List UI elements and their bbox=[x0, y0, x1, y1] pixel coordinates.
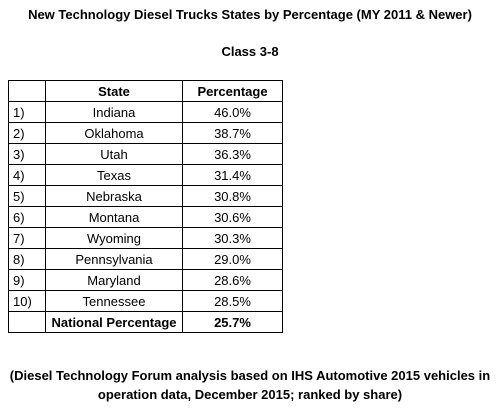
table-row: 10) Tennessee 28.5% bbox=[8, 290, 283, 312]
rank-cell: 2) bbox=[8, 122, 46, 144]
rank-cell bbox=[8, 311, 46, 333]
rank-cell: 3) bbox=[8, 143, 46, 165]
footnote-line: (Diesel Technology Forum analysis based … bbox=[9, 368, 491, 383]
rank-cell: 4) bbox=[8, 164, 46, 186]
percentage-cell: 31.4% bbox=[182, 164, 283, 186]
percentage-cell: 30.8% bbox=[182, 185, 283, 207]
state-cell: Utah bbox=[45, 143, 183, 165]
table-row: 7) Wyoming 30.3% bbox=[8, 227, 283, 249]
state-cell: Wyoming bbox=[45, 227, 183, 249]
national-label: National Percentage bbox=[45, 311, 183, 333]
national-percentage: 25.7% bbox=[182, 311, 283, 333]
state-cell: Oklahoma bbox=[45, 122, 183, 144]
percentage-cell: 46.0% bbox=[182, 101, 283, 123]
state-cell: Pennsylvania bbox=[45, 248, 183, 270]
percentage-cell: 30.6% bbox=[182, 206, 283, 228]
table-row: 5) Nebraska 30.8% bbox=[8, 185, 283, 207]
state-cell: Texas bbox=[45, 164, 183, 186]
percentage-cell: 38.7% bbox=[182, 122, 283, 144]
rank-cell: 7) bbox=[8, 227, 46, 249]
header-state: State bbox=[45, 80, 183, 102]
rank-cell: 8) bbox=[8, 248, 46, 270]
page-subtitle: Class 3-8 bbox=[221, 44, 279, 59]
state-cell: Montana bbox=[45, 206, 183, 228]
state-cell: Nebraska bbox=[45, 185, 183, 207]
table-row: 4) Texas 31.4% bbox=[8, 164, 283, 186]
percentage-cell: 28.6% bbox=[182, 269, 283, 291]
state-cell: Indiana bbox=[45, 101, 183, 123]
header-percentage: Percentage bbox=[182, 80, 283, 102]
source-footnote: (Diesel Technology Forum analysis based … bbox=[0, 366, 500, 404]
rank-cell: 10) bbox=[8, 290, 46, 312]
page-title: New Technology Diesel Trucks States by P… bbox=[28, 7, 472, 22]
footnote-line: operation data, December 2015; ranked by… bbox=[97, 387, 403, 402]
rank-cell: 9) bbox=[8, 269, 46, 291]
header-rank bbox=[8, 80, 46, 102]
table-row: 9) Maryland 28.6% bbox=[8, 269, 283, 291]
state-cell: Maryland bbox=[45, 269, 183, 291]
state-percentage-table: State Percentage 1) Indiana 46.0% 2) Okl… bbox=[8, 80, 283, 333]
percentage-cell: 28.5% bbox=[182, 290, 283, 312]
table-row: 6) Montana 30.6% bbox=[8, 206, 283, 228]
table-header-row: State Percentage bbox=[8, 80, 283, 102]
table-row: 2) Oklahoma 38.7% bbox=[8, 122, 283, 144]
table-row: 8) Pennsylvania 29.0% bbox=[8, 248, 283, 270]
rank-cell: 5) bbox=[8, 185, 46, 207]
rank-cell: 6) bbox=[8, 206, 46, 228]
percentage-cell: 29.0% bbox=[182, 248, 283, 270]
percentage-cell: 36.3% bbox=[182, 143, 283, 165]
rank-cell: 1) bbox=[8, 101, 46, 123]
table-row: 1) Indiana 46.0% bbox=[8, 101, 283, 123]
state-cell: Tennessee bbox=[45, 290, 183, 312]
table-row: 3) Utah 36.3% bbox=[8, 143, 283, 165]
percentage-cell: 30.3% bbox=[182, 227, 283, 249]
national-row: National Percentage 25.7% bbox=[8, 311, 283, 333]
